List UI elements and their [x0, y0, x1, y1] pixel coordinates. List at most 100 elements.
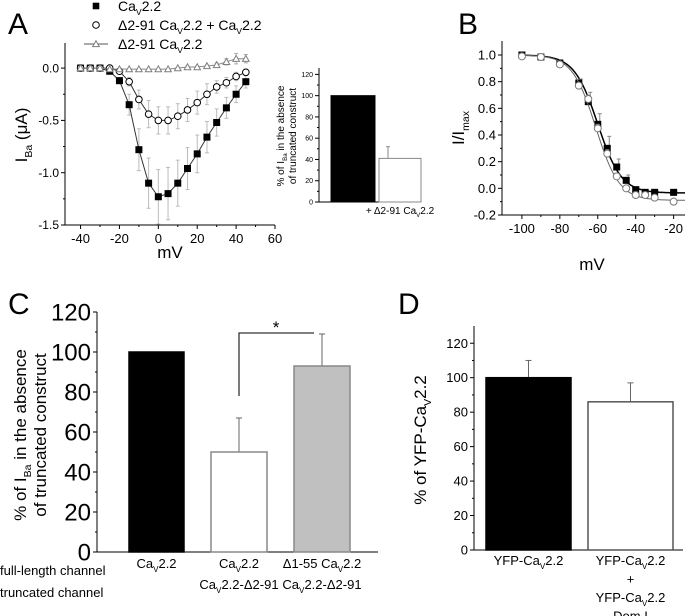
text-segment: Ca — [219, 556, 236, 571]
text-segment: YFP-Ca — [494, 553, 541, 568]
data-point-square — [92, 2, 100, 10]
text-segment: (μA) — [12, 108, 31, 145]
text-segment: 2.2 — [242, 17, 262, 33]
text-segment: V — [153, 565, 159, 574]
text-segment: V — [236, 26, 242, 36]
x-tick-label: -80 — [550, 221, 569, 236]
text-segment: 2.2 — [343, 556, 361, 571]
bar — [128, 351, 185, 553]
panel-b-inactivation-chart: -0.2 0.0 0.2 0.4 0.6 0.8 1.0 -100 -80 -60 -40 -20 mV… — [449, 41, 685, 274]
y-tick-label: 80 — [305, 114, 313, 121]
y-axis-title: % of IBa in the absence — [11, 349, 34, 521]
text-segment: V — [642, 562, 648, 571]
data-point-circle — [193, 98, 202, 107]
y-tick-label: 100 — [51, 339, 91, 366]
text-segment: Ca — [282, 577, 299, 592]
y-tick-label: 60 — [305, 136, 313, 143]
data-point-circle — [222, 78, 231, 87]
y-axis-title: of truncated construct — [31, 353, 50, 517]
text-segment: I — [12, 158, 31, 163]
text-segment: 2.2 — [183, 36, 203, 52]
data-point-circle — [212, 83, 221, 91]
x-tick-label: -40 — [626, 221, 645, 236]
category-label-truncated: CaV2.2-Δ2-91 — [199, 577, 278, 595]
data-point-triangle — [91, 39, 101, 48]
category-label-full-length: CaV2.2 — [219, 556, 259, 574]
y-tick-label: 40 — [454, 474, 468, 489]
y-tick-label: 80 — [454, 405, 468, 420]
text-segment: V — [540, 562, 546, 571]
x-tick-label: 0 — [155, 231, 162, 246]
data-point-circle — [154, 116, 163, 125]
data-point-circle — [669, 197, 678, 206]
data-point-circle — [173, 112, 182, 121]
panel-label-c: C — [8, 288, 30, 321]
y-tick-label: 0.0 — [478, 181, 496, 196]
y-tick-label: 20 — [305, 178, 313, 185]
bar — [293, 365, 351, 553]
data-point-triangle — [173, 63, 182, 72]
text-segment: 2.2 + Ca — [183, 17, 237, 33]
text-segment: V — [177, 26, 183, 36]
x-axis-title: mV — [157, 243, 183, 262]
y-tick-label: 100 — [446, 370, 468, 385]
category-label: YFP-CaV2.2 — [596, 553, 666, 571]
data-point-circle — [641, 191, 650, 199]
text-segment: 2.2 — [420, 206, 434, 217]
data-point-square — [193, 150, 201, 158]
data-point-triangle — [134, 64, 144, 73]
text-segment: 2.2 — [647, 553, 665, 568]
data-point-triangle — [241, 54, 250, 62]
text-segment: Ba — [282, 153, 289, 161]
data-point-square — [651, 188, 659, 196]
data-point-circle — [92, 21, 100, 29]
data-point-triangle — [193, 62, 202, 71]
data-point-circle — [612, 172, 621, 181]
data-point-circle — [603, 149, 612, 158]
y-tick-label: 60 — [454, 439, 468, 454]
text-segment: + Δ2-91 Ca — [366, 206, 417, 217]
text-segment: Ba — [22, 464, 34, 477]
series-line — [80, 58, 246, 70]
text-segment: max — [460, 110, 472, 131]
data-point-circle — [536, 53, 545, 61]
x-tick-label: 20 — [190, 231, 204, 246]
category-label: + Δ2-91 CaV2.2 — [366, 206, 435, 219]
data-point-square — [670, 188, 678, 196]
y-tick-label: 0 — [309, 199, 313, 206]
series-2 — [76, 52, 250, 73]
data-point-triangle — [105, 64, 114, 73]
series-0 — [518, 51, 685, 196]
data-point-square — [154, 193, 162, 201]
y-tick-label: 0 — [461, 543, 468, 558]
text-segment: % of YFP-Ca — [411, 405, 430, 504]
legend-label: Δ2-91 CaV2.2 + CaV2.2 — [118, 17, 262, 36]
data-point-triangle — [144, 64, 153, 73]
bar — [330, 95, 376, 203]
bar — [587, 401, 674, 551]
fit-curve — [521, 54, 685, 201]
text-segment: YFP-Ca — [596, 553, 643, 568]
y-tick-label: 20 — [64, 499, 91, 526]
text-segment: mV — [579, 255, 605, 274]
data-point-triangle — [115, 64, 124, 73]
panel-label-a: A — [8, 8, 28, 41]
text-segment: % of I — [11, 477, 30, 520]
data-point-square — [613, 163, 621, 171]
text-segment: in the absence — [276, 85, 287, 153]
legend-label: Δ2-91 CaV2.2 — [118, 36, 203, 55]
panel-c-bar-chart: 0 20 40 60 80 100 120 % of IBa in the absence of… — [0, 299, 378, 600]
text-segment: of truncated construct — [31, 353, 50, 517]
data-point-triangle — [183, 62, 192, 71]
x-tick-label: 40 — [229, 231, 243, 246]
data-point-circle — [135, 95, 143, 104]
data-point-square — [145, 179, 153, 187]
text-segment: Ba — [23, 145, 35, 158]
text-segment: Ca — [136, 556, 153, 571]
data-point-circle — [631, 191, 640, 199]
category-label-full-length: CaV2.2 — [136, 556, 176, 574]
text-segment: 2.2-Δ2-91 — [304, 577, 361, 592]
panel-label-d: D — [398, 288, 420, 321]
text-segment: V — [136, 7, 142, 17]
